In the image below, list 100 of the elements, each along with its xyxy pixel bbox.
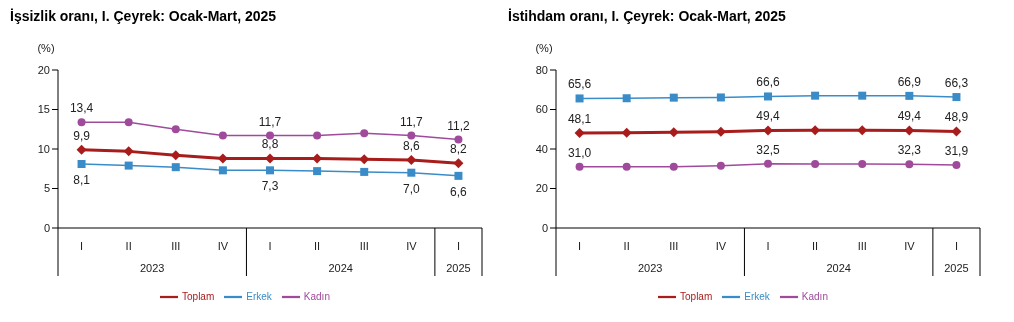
x-tick-label: III xyxy=(669,240,679,252)
point xyxy=(406,155,417,166)
point xyxy=(407,131,416,140)
point xyxy=(857,125,868,136)
point xyxy=(265,153,275,164)
x-tick-label: I xyxy=(268,240,272,252)
y-tick-label: 15 xyxy=(37,103,50,116)
point xyxy=(764,159,772,168)
data-label: 9,9 xyxy=(73,128,91,143)
y-tick-label: 40 xyxy=(535,142,548,155)
point xyxy=(669,162,678,171)
data-label: 11,2 xyxy=(447,118,470,133)
y-tick-label: 5 xyxy=(43,182,50,195)
data-label: 6,6 xyxy=(450,184,468,199)
data-label: 32,3 xyxy=(897,143,922,158)
legend-label: Erkek xyxy=(744,290,770,302)
x-tick-label: IV xyxy=(904,240,916,252)
point xyxy=(170,150,181,161)
point xyxy=(266,166,274,175)
data-label: 66,6 xyxy=(756,75,780,90)
point xyxy=(621,127,632,138)
y-tick-label: 80 xyxy=(535,63,548,76)
data-label: 31,9 xyxy=(944,144,969,158)
point xyxy=(218,166,227,175)
point xyxy=(952,161,961,169)
point xyxy=(716,161,725,170)
point xyxy=(407,168,416,177)
legend-label: Erkek xyxy=(246,290,272,302)
point xyxy=(76,144,87,155)
point xyxy=(669,93,678,102)
point xyxy=(575,162,584,171)
y-axis-title: (%) xyxy=(535,42,553,54)
legend-label: Kadın xyxy=(303,290,330,302)
point xyxy=(622,94,631,103)
data-label: 13,4 xyxy=(69,101,94,116)
point xyxy=(715,126,726,137)
data-label: 48,1 xyxy=(567,112,592,126)
data-label: 31,0 xyxy=(567,145,592,160)
data-label: 8,2 xyxy=(450,142,468,157)
point xyxy=(123,146,134,157)
point xyxy=(952,93,961,102)
y-tick-label: 0 xyxy=(43,221,50,234)
data-label: 8,1 xyxy=(73,173,91,188)
x-tick-label: I xyxy=(954,240,958,252)
point xyxy=(171,163,180,172)
point xyxy=(124,118,133,127)
point xyxy=(217,153,228,164)
point xyxy=(313,167,322,176)
x-tick-label: II xyxy=(314,240,321,252)
point xyxy=(360,167,369,176)
data-label: 11,7 xyxy=(258,114,282,129)
point xyxy=(218,131,227,140)
x-tick-label: IV xyxy=(217,240,229,252)
point xyxy=(905,160,914,169)
data-label: 7,0 xyxy=(402,181,420,196)
x-tick-label: IV xyxy=(715,240,727,252)
data-label: 66,3 xyxy=(944,76,969,91)
y-axis-title: (%) xyxy=(37,42,55,54)
text: 2024 xyxy=(826,262,851,274)
point xyxy=(77,160,86,169)
legend-label: Kadın xyxy=(801,290,828,302)
point xyxy=(858,91,867,100)
point xyxy=(716,93,725,102)
y-tick-label: 20 xyxy=(37,63,50,76)
point xyxy=(171,125,180,134)
data-label: 66,9 xyxy=(897,74,922,89)
y-tick-label: 10 xyxy=(37,142,50,155)
point xyxy=(453,158,464,169)
x-tick-label: I xyxy=(766,240,770,252)
text: 2024 xyxy=(328,262,353,274)
point xyxy=(905,91,914,100)
data-label: 65,6 xyxy=(567,77,592,92)
point xyxy=(574,128,585,138)
x-tick-label: IV xyxy=(406,240,418,252)
data-label: 49,4 xyxy=(897,109,922,124)
point xyxy=(858,160,867,169)
data-label: 11,7 xyxy=(400,114,423,129)
y-tick-label: 60 xyxy=(535,103,548,116)
data-label: 49,4 xyxy=(756,109,780,124)
x-tick-label: II xyxy=(125,240,132,252)
x-tick-label: I xyxy=(578,240,582,252)
x-tick-label: I xyxy=(80,240,84,252)
x-tick-label: III xyxy=(857,240,867,252)
data-label: 32,5 xyxy=(756,142,780,157)
text: 2025 xyxy=(944,262,969,274)
point xyxy=(359,154,370,165)
point xyxy=(360,129,369,138)
legend-label: Toplam xyxy=(680,290,713,302)
x-tick-label: I xyxy=(456,240,460,252)
text: 2023 xyxy=(139,262,165,274)
point xyxy=(764,92,772,101)
point xyxy=(77,118,86,127)
point xyxy=(668,127,679,138)
point xyxy=(811,160,820,169)
point xyxy=(811,91,820,100)
point xyxy=(622,162,631,171)
point xyxy=(763,125,773,136)
point xyxy=(454,171,463,180)
data-label: 8,8 xyxy=(261,137,279,152)
x-tick-label: III xyxy=(359,240,369,252)
